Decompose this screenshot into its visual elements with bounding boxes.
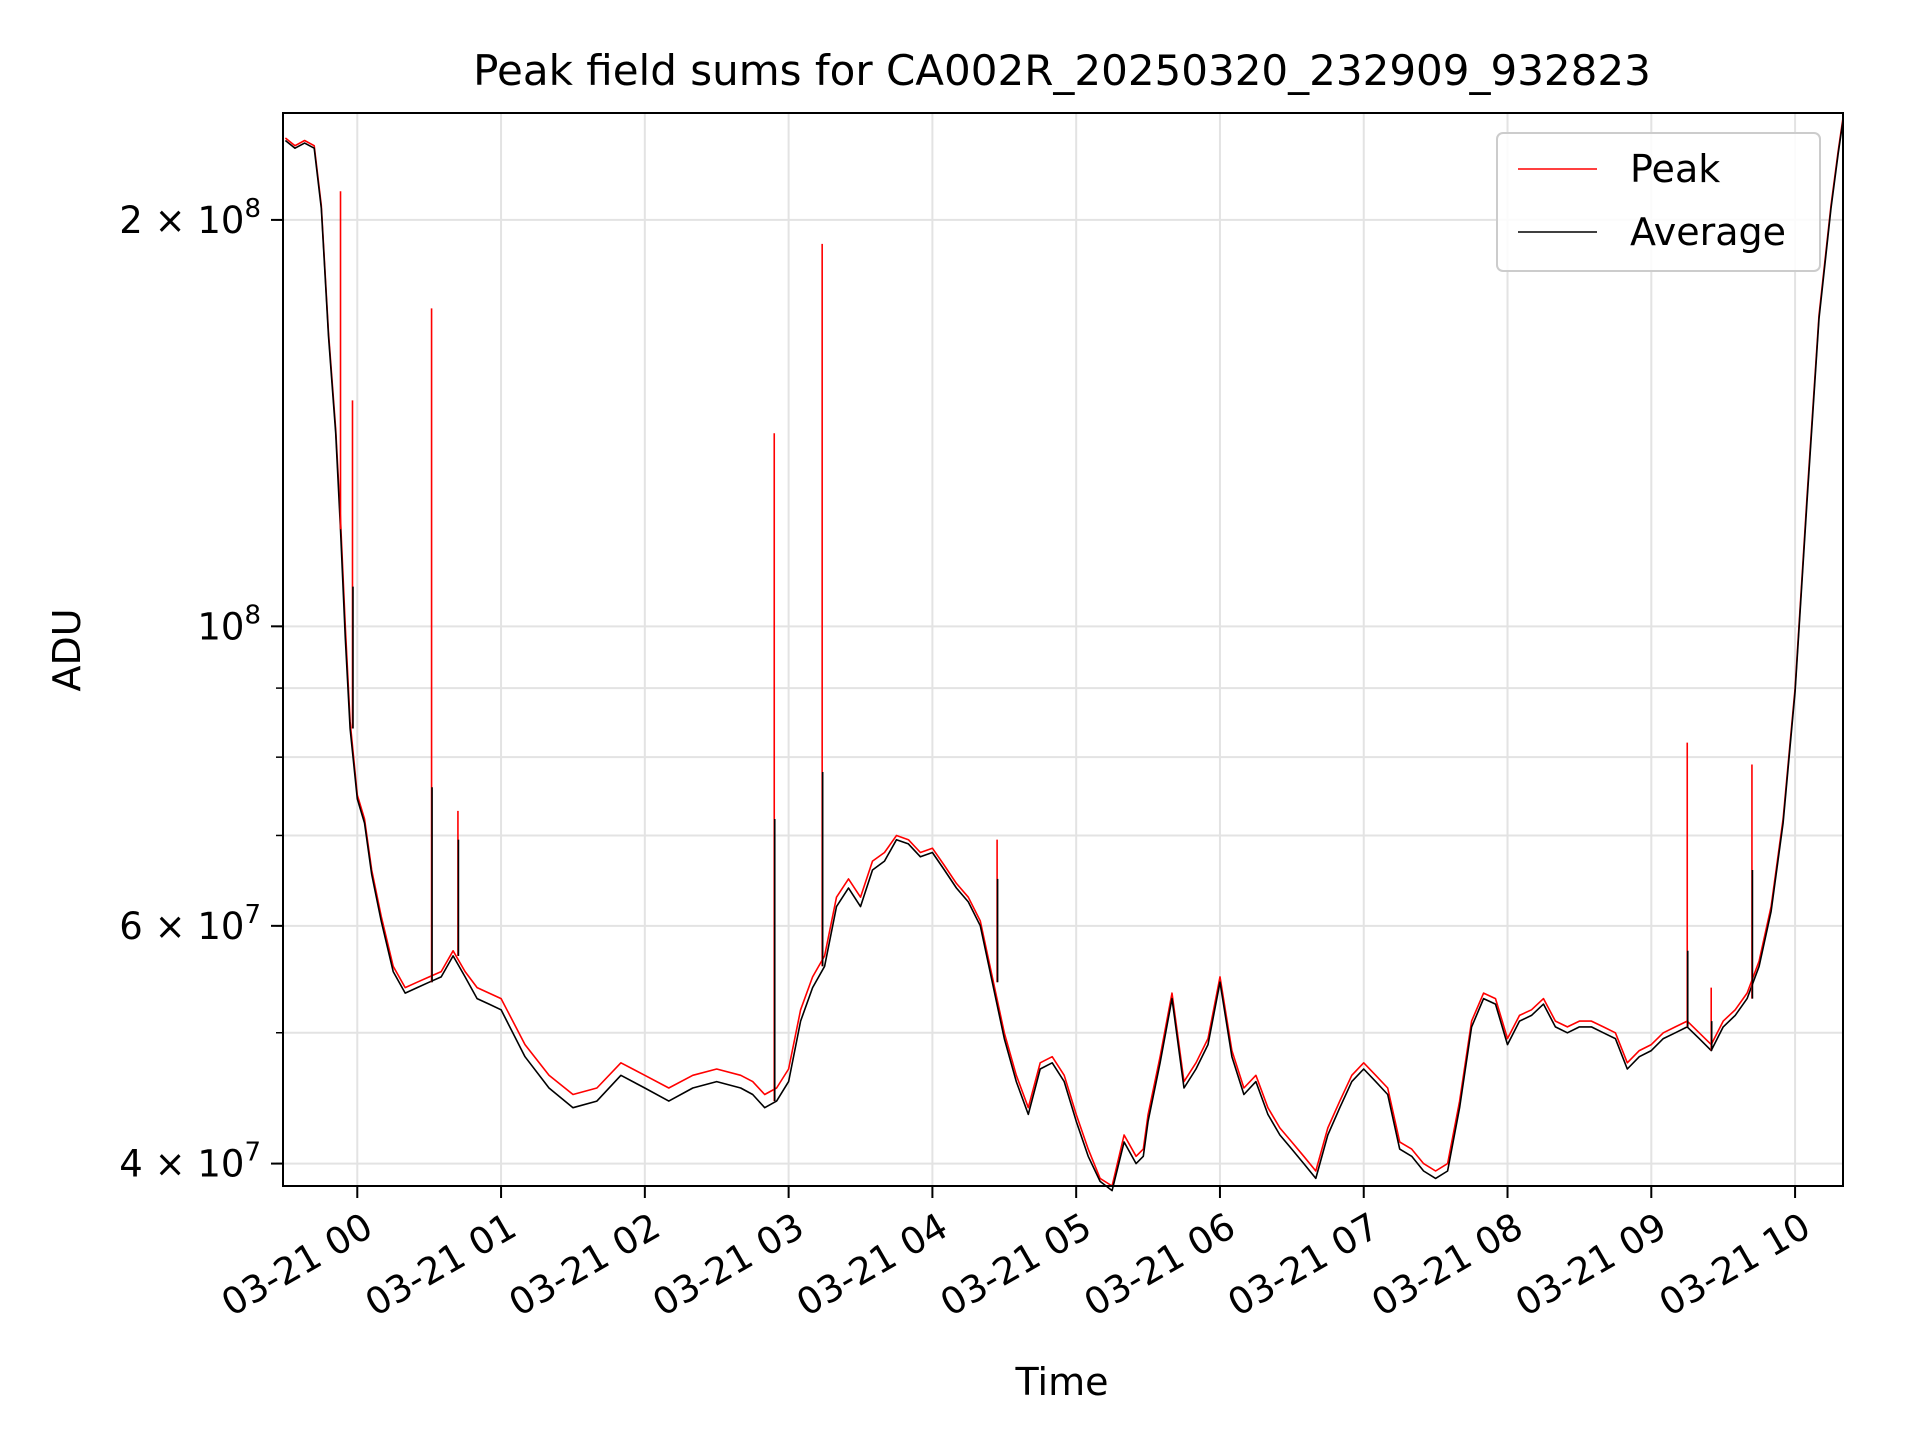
grid xyxy=(283,113,1843,1186)
y-tick-label: 108 xyxy=(197,600,261,648)
y-axis-label: ADU xyxy=(45,608,89,691)
y-tick-label: 6 × 107 xyxy=(119,900,261,948)
peak-series-line xyxy=(284,117,1844,1187)
legend: Peak Average xyxy=(1496,132,1821,272)
legend-box xyxy=(1496,132,1821,272)
y-tick-label: 2 × 108 xyxy=(119,194,261,242)
y-tick-label: 4 × 107 xyxy=(119,1138,261,1186)
y-axis: 4 × 107 6 × 107 108 2 × 108 xyxy=(119,194,283,1186)
x-axis-label: Time xyxy=(1015,1360,1109,1404)
plot-frame xyxy=(282,112,1844,1187)
legend-average-label: Average xyxy=(1630,210,1786,254)
legend-peak-label: Peak xyxy=(1630,147,1720,191)
chart-title: Peak field sums for CA002R_20250320_2329… xyxy=(473,46,1651,95)
